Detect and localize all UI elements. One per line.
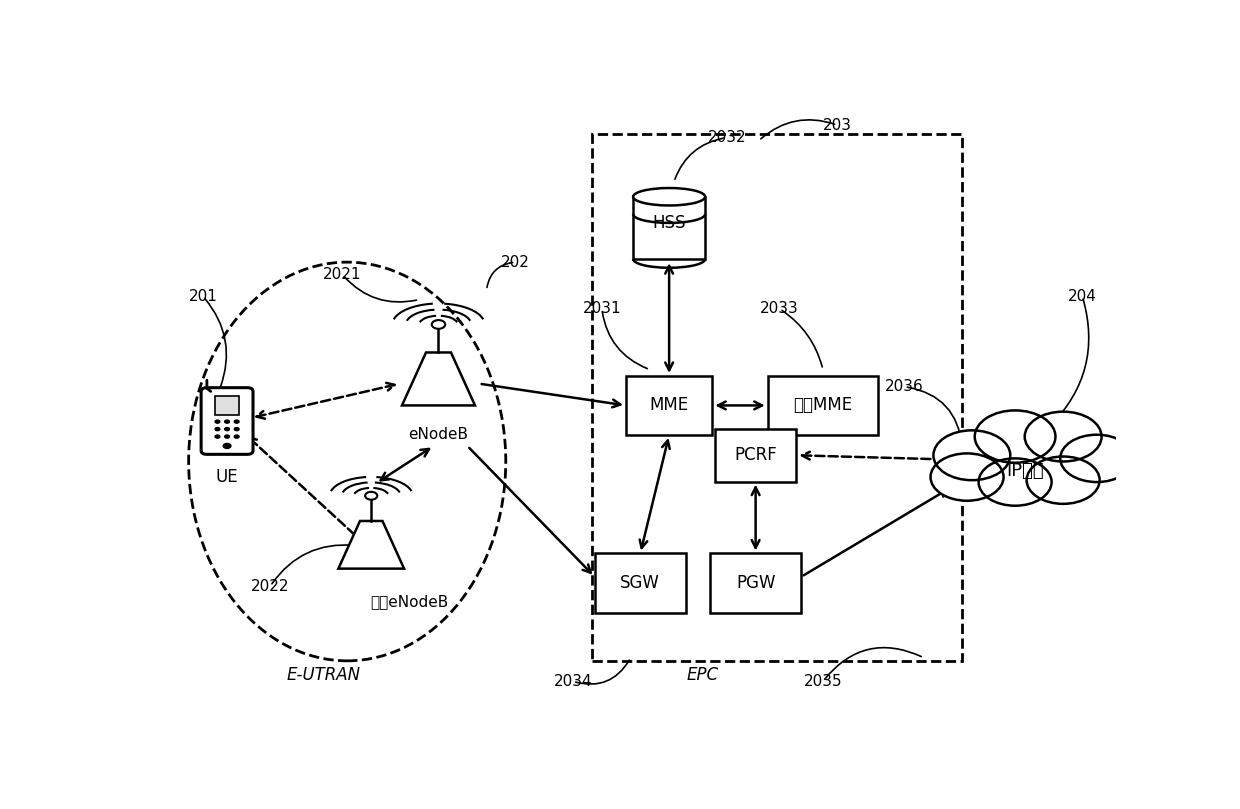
- Text: 201: 201: [188, 289, 217, 304]
- Text: E-UTRAN: E-UTRAN: [286, 666, 360, 684]
- Circle shape: [215, 435, 219, 438]
- Circle shape: [978, 459, 1052, 506]
- Circle shape: [975, 410, 1055, 463]
- Circle shape: [224, 427, 229, 430]
- Ellipse shape: [634, 188, 706, 205]
- Circle shape: [234, 435, 239, 438]
- Circle shape: [432, 320, 445, 328]
- Bar: [711, 553, 801, 612]
- Text: 203: 203: [823, 117, 852, 133]
- Circle shape: [1027, 456, 1100, 504]
- Text: 2022: 2022: [250, 578, 290, 594]
- Text: 204: 204: [1068, 289, 1097, 304]
- Polygon shape: [339, 521, 404, 569]
- FancyBboxPatch shape: [201, 388, 253, 455]
- Text: SGW: SGW: [620, 574, 660, 592]
- Bar: [634, 197, 706, 259]
- Bar: [215, 396, 239, 415]
- Text: MME: MME: [650, 396, 688, 414]
- Text: 2032: 2032: [708, 130, 746, 145]
- Text: 2035: 2035: [804, 674, 842, 689]
- Circle shape: [215, 427, 219, 430]
- Text: 2034: 2034: [554, 674, 593, 689]
- Polygon shape: [402, 353, 475, 405]
- Text: IP业务: IP业务: [1006, 462, 1044, 480]
- Text: PGW: PGW: [735, 574, 775, 592]
- Text: 202: 202: [501, 255, 529, 269]
- Circle shape: [224, 435, 229, 438]
- Text: PCRF: PCRF: [734, 447, 777, 464]
- Circle shape: [930, 453, 1003, 501]
- Bar: [768, 376, 878, 435]
- Text: 2036: 2036: [885, 379, 924, 394]
- Circle shape: [934, 430, 1011, 481]
- Text: eNodeB: eNodeB: [408, 427, 469, 443]
- Bar: [626, 376, 713, 435]
- Text: 2033: 2033: [760, 302, 799, 316]
- Text: UE: UE: [216, 468, 238, 485]
- Text: EPC: EPC: [687, 666, 719, 684]
- Circle shape: [224, 420, 229, 423]
- Bar: [714, 429, 796, 481]
- Bar: [595, 553, 686, 612]
- Text: 其它MME: 其它MME: [794, 396, 852, 414]
- Circle shape: [215, 420, 219, 423]
- Bar: [593, 134, 962, 661]
- Circle shape: [365, 492, 377, 500]
- Circle shape: [1060, 434, 1133, 482]
- Text: HSS: HSS: [652, 214, 686, 232]
- Circle shape: [234, 420, 239, 423]
- Text: 2031: 2031: [583, 302, 621, 316]
- Circle shape: [223, 443, 231, 448]
- Text: 其它eNodeB: 其它eNodeB: [371, 594, 449, 609]
- Circle shape: [1024, 412, 1101, 461]
- Text: 2021: 2021: [324, 267, 362, 282]
- Circle shape: [234, 427, 239, 430]
